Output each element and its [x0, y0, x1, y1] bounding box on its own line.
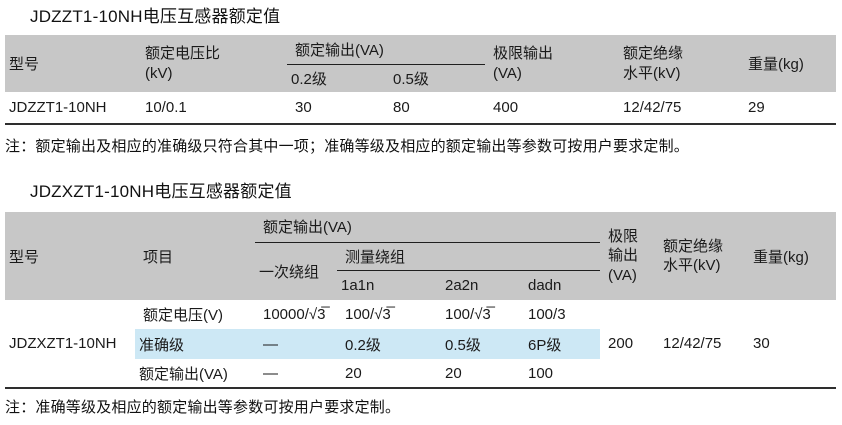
- t1-header-class-05: 0.5级: [385, 64, 486, 92]
- t2-cell-1a1n: 20: [345, 364, 362, 382]
- t1-header-ratio: 额定电压比 (kV): [137, 35, 287, 92]
- t2-cell-item: 额定电压(V): [143, 307, 223, 324]
- table2-ratings: 型号 项目 额定输出(VA) 极限 输出 (VA) 额定绝缘 水平(kV) 重量…: [5, 212, 837, 389]
- t1-header-limit-output: 极限输出 (VA): [485, 35, 616, 92]
- t2-cell-insulation: 12/42/75: [655, 300, 746, 388]
- t2-cell-2a2n: 20: [445, 364, 462, 382]
- t2-cell-item: 额定输出(VA): [139, 365, 228, 383]
- t2-cell-1a1n: 100/√3̅: [345, 306, 391, 323]
- t1-header-rated-output: 额定输出(VA): [287, 35, 486, 65]
- t1-cell-out-05: 80: [393, 99, 410, 116]
- t2-cell-primary: 10000/√3̅: [263, 306, 326, 323]
- t2-cell-primary: —: [255, 329, 337, 359]
- t2-cell-2a2n: 0.5级: [437, 329, 520, 359]
- t1-cell-model: JDZZT1-10NH: [9, 99, 107, 116]
- t2-header-measuring-winding: 测量绕组: [337, 242, 601, 271]
- table-row: JDZZT1-10NH 10/0.1 30 80 400 12/42/75 29: [5, 92, 836, 124]
- jdzxzt1-section: JDZXZT1-10NH电压互感器额定值 型号 项目 额定输出(VA) 极限 输…: [0, 157, 842, 418]
- t1-cell-ratio: 10/0.1: [145, 99, 187, 116]
- table-row-rated-output: 额定输出(VA) — 20 20 100: [5, 359, 836, 388]
- table-row-accuracy-class-highlighted: 准确级 — 0.2级 0.5级 6P级: [5, 329, 836, 359]
- t2-cell-dadn: 100: [528, 364, 554, 382]
- table1-body: JDZZT1-10NH 10/0.1 30 80 400 12/42/75 29: [5, 92, 836, 124]
- t2-cell-1a1n: 0.2级: [337, 329, 437, 359]
- table2-note: 注：准确等级及相应的额定输出等参数可按用户要求定制。: [5, 399, 401, 416]
- t2-cell-2a2n: 100/√3̅: [445, 306, 491, 323]
- t2-header-2a2n: 2a2n: [437, 270, 520, 300]
- t2-header-primary-winding: 一次绕组: [255, 242, 337, 300]
- table2-header: 型号 项目 额定输出(VA) 极限 输出 (VA) 额定绝缘 水平(kV) 重量…: [5, 212, 837, 300]
- table2-title: JDZXZT1-10NH电压互感器额定值: [30, 182, 292, 201]
- table-row-rated-voltage: JDZXZT1-10NH 额定电压(V) 10000/√3̅ 100/√3̅ 1…: [5, 300, 837, 388]
- jdzzt1-section: JDZZT1-10NH电压互感器额定值 型号 额定电压比 (kV) 额定输出(V…: [0, 0, 842, 157]
- t1-header-insulation: 额定绝缘 水平(kV): [615, 35, 741, 92]
- t1-cell-limit-output: 400: [493, 99, 519, 116]
- t2-cell-model: JDZXZT1-10NH: [5, 300, 135, 388]
- t2-header-model: 型号: [5, 212, 135, 300]
- t2-cell-weight: 30: [745, 300, 837, 388]
- t2-header-item: 项目: [135, 212, 255, 300]
- t2-header-dadn: dadn: [520, 270, 601, 300]
- t2-cell-primary: —: [263, 364, 278, 382]
- table2-body: JDZXZT1-10NH 额定电压(V) 10000/√3̅ 100/√3̅ 1…: [5, 300, 837, 388]
- t1-cell-out-02: 30: [295, 99, 312, 116]
- t2-header-1a1n: 1a1n: [337, 270, 437, 300]
- t1-header-class-02: 0.2级: [287, 64, 385, 92]
- t1-cell-insulation: 12/42/75: [623, 99, 682, 116]
- t2-cell-dadn: 6P级: [520, 329, 601, 359]
- table1-note: 注：额定输出及相应的准确级只符合其中一项；准确等级及相应的额定输出等参数可按用户…: [5, 138, 690, 155]
- t1-header-model: 型号: [5, 35, 137, 92]
- t2-cell-limit-output: 200: [600, 300, 656, 388]
- t2-header-insulation: 额定绝缘 水平(kV): [655, 212, 746, 300]
- t1-header-weight: 重量(kg): [740, 35, 837, 92]
- t2-header-rated-output: 额定输出(VA): [255, 212, 601, 243]
- table1-header: 型号 额定电压比 (kV) 额定输出(VA) 极限输出 (VA) 额定绝缘 水平…: [5, 35, 837, 92]
- table1-title: JDZZT1-10NH电压互感器额定值: [30, 7, 281, 26]
- table1-ratings: 型号 额定电压比 (kV) 额定输出(VA) 极限输出 (VA) 额定绝缘 水平…: [5, 35, 837, 125]
- t2-cell-dadn: 100/3: [528, 306, 566, 323]
- t2-cell-item: 准确级: [135, 329, 255, 359]
- t2-header-limit-output: 极限 输出 (VA): [600, 212, 656, 300]
- t2-header-weight: 重量(kg): [745, 212, 837, 300]
- t1-cell-weight: 29: [748, 99, 765, 116]
